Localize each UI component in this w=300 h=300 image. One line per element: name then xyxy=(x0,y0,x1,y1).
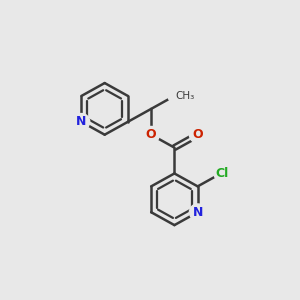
Circle shape xyxy=(143,126,159,143)
Circle shape xyxy=(168,89,181,102)
Text: O: O xyxy=(192,128,203,141)
Text: CH₃: CH₃ xyxy=(176,91,195,101)
Text: Cl: Cl xyxy=(216,167,229,180)
Text: N: N xyxy=(193,206,203,219)
Circle shape xyxy=(189,204,206,220)
Circle shape xyxy=(73,113,90,130)
Text: O: O xyxy=(146,128,157,141)
Circle shape xyxy=(189,126,206,143)
Circle shape xyxy=(214,165,230,182)
Text: N: N xyxy=(76,115,87,128)
